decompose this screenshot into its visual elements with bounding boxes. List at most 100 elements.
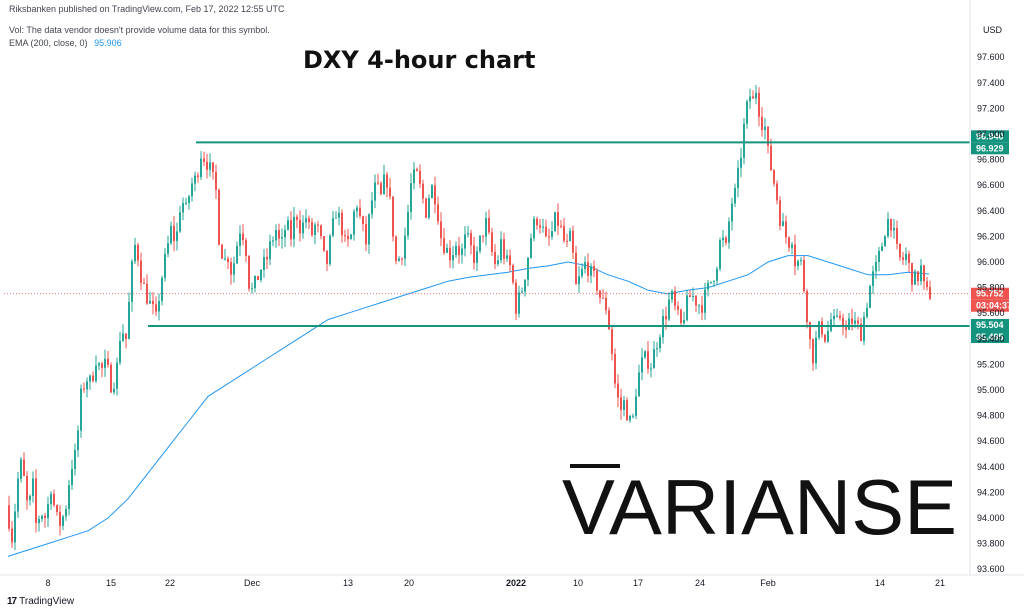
candle-body [371, 200, 373, 215]
candle-body [437, 204, 439, 222]
candle-body [260, 269, 262, 280]
candle-body [431, 185, 433, 199]
candle-body [743, 123, 745, 158]
candle-body [197, 175, 199, 178]
candle-body [899, 243, 901, 258]
candle-body [704, 289, 706, 313]
candle-body [620, 397, 622, 410]
candle-body [68, 485, 70, 510]
volume-note: Vol: The data vendor doesn't provide vol… [9, 25, 270, 35]
candle-body [659, 337, 661, 349]
x-tick-label: 21 [935, 578, 945, 588]
candle-body [713, 280, 715, 282]
candle-body [548, 236, 550, 238]
candle-body [521, 291, 523, 293]
candle-body [710, 281, 712, 283]
candle-body [59, 511, 61, 526]
candle-body [926, 281, 928, 288]
candle-body [500, 239, 502, 261]
candle-body [50, 493, 52, 505]
candle-body [305, 218, 307, 223]
candle-body [914, 271, 916, 285]
candle-body [383, 174, 385, 195]
candle-body [794, 244, 796, 267]
candle-body [749, 96, 751, 102]
tradingview-logo[interactable]: 17 TradingView [7, 596, 74, 607]
candle-body [539, 225, 541, 228]
candle-body [557, 212, 559, 226]
candle-body [770, 145, 772, 171]
candle-body [185, 202, 187, 204]
candle-body [536, 218, 538, 226]
candle-body [791, 244, 793, 248]
support-label-bottom: 95.495 [976, 332, 1004, 342]
candle-body [719, 240, 721, 269]
candle-body [686, 295, 688, 321]
candle-body [923, 265, 925, 282]
candle-body [731, 203, 733, 222]
candle-body [809, 322, 811, 340]
candle-body [455, 246, 457, 255]
candle-body [146, 283, 148, 304]
candle-body [41, 515, 43, 520]
candle-body [296, 216, 298, 220]
y-tick-label: 94.400 [977, 462, 1005, 472]
candle-body [524, 279, 526, 292]
y-tick-label: 96.200 [977, 231, 1005, 241]
candle-body [638, 372, 640, 397]
candle-body [32, 478, 34, 496]
y-tick-label: 93.800 [977, 539, 1005, 549]
candle-body [887, 219, 889, 237]
y-tick-label: 93.600 [977, 564, 1005, 574]
candle-body [272, 240, 274, 242]
candle-body [464, 234, 466, 249]
candle-body [389, 187, 391, 197]
candle-body [890, 219, 892, 231]
ema-200-line [7, 255, 930, 557]
candle-body [149, 300, 151, 304]
candle-body [869, 285, 871, 308]
candle-body [374, 182, 376, 201]
candle-body [221, 244, 223, 259]
candle-body [599, 290, 601, 298]
y-tick-label: 97.200 [977, 103, 1005, 113]
x-tick-label: 8 [45, 578, 50, 588]
candle-body [479, 235, 481, 252]
candle-body [89, 375, 91, 382]
candle-body [587, 262, 589, 276]
last-price-label-bg [971, 287, 1009, 300]
candle-body [689, 295, 691, 297]
candle-body [707, 282, 709, 290]
candle-body [320, 225, 322, 237]
candle-body [17, 478, 19, 512]
candle-body [842, 317, 844, 328]
y-tick-label: 94.200 [977, 487, 1005, 497]
candle-body [677, 305, 679, 310]
candle-body [56, 505, 58, 512]
candle-body [293, 216, 295, 240]
candle-body [419, 170, 421, 184]
candle-body [596, 270, 598, 291]
candles [8, 85, 931, 551]
ema-legend[interactable]: EMA (200, close, 0) 95.906 [9, 38, 122, 48]
candle-body [506, 255, 508, 259]
candle-body [515, 282, 517, 314]
candle-body [365, 224, 367, 245]
candle-body [239, 233, 241, 246]
x-tick-label: 22 [165, 578, 175, 588]
candle-body [740, 157, 742, 168]
candle-body [209, 162, 211, 170]
resistance-label-bottom-bg [971, 142, 1009, 155]
candle-body [362, 216, 364, 225]
y-tick-label: 96.000 [977, 257, 1005, 267]
candle-body [341, 212, 343, 236]
candle-body [812, 339, 814, 364]
candle-body [122, 333, 124, 341]
levels: 96.940 96.929 95.504 95.495 95.752 03:04:37 [4, 130, 1012, 343]
candle-body [134, 244, 136, 262]
candle-body [416, 169, 418, 171]
candle-body [410, 183, 412, 212]
candle-body [929, 287, 931, 300]
candle-body [473, 245, 475, 263]
